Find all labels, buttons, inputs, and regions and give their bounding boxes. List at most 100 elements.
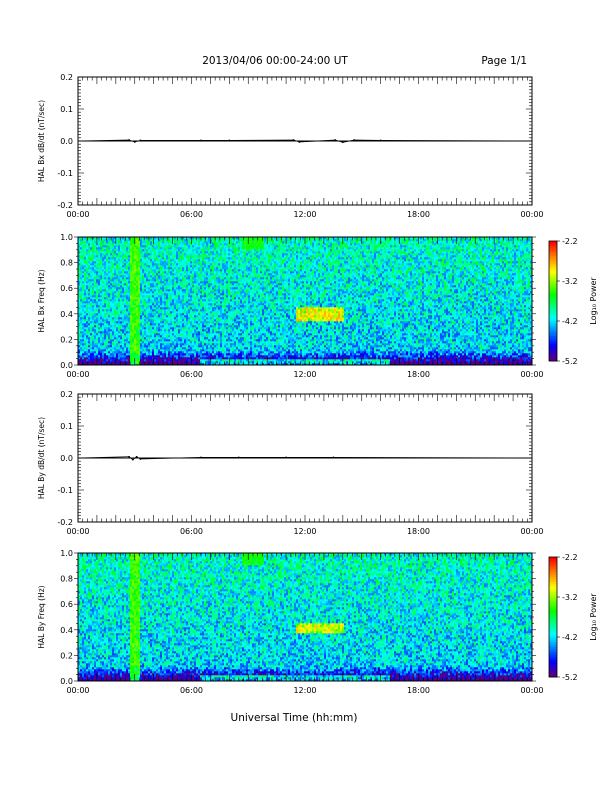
heatmap-cell <box>80 297 83 300</box>
heatmap-cell <box>218 343 221 346</box>
heatmap-cell <box>188 289 191 292</box>
heatmap-cell <box>132 341 135 344</box>
heatmap-cell <box>154 345 157 348</box>
heatmap-cell <box>130 261 133 264</box>
heatmap-cell <box>108 241 111 244</box>
heatmap-cell <box>124 327 127 330</box>
heatmap-cell <box>140 247 143 250</box>
heatmap-cell <box>82 305 85 308</box>
heatmap-cell <box>102 257 105 260</box>
heatmap-cell <box>150 341 153 344</box>
heatmap-cell <box>142 283 145 286</box>
heatmap-cell <box>134 281 137 284</box>
heatmap-cell <box>106 285 109 288</box>
heatmap-cell <box>128 287 131 290</box>
heatmap-cell <box>120 353 123 356</box>
heatmap-cell <box>178 255 181 258</box>
heatmap-cell <box>120 319 123 322</box>
heatmap-cell <box>104 281 107 284</box>
heatmap-cell <box>178 265 181 268</box>
heatmap-cell <box>80 345 83 348</box>
heatmap-cell <box>98 253 101 256</box>
heatmap-cell <box>202 313 205 316</box>
heatmap-cell <box>78 273 81 276</box>
heatmap-cell <box>154 237 157 240</box>
heatmap-cell <box>116 301 119 304</box>
heatmap-cell <box>190 289 193 292</box>
heatmap-cell <box>150 289 153 292</box>
heatmap-cell <box>220 305 223 308</box>
heatmap-cell <box>92 363 95 366</box>
heatmap-cell <box>96 247 99 250</box>
heatmap-cell <box>108 315 111 318</box>
heatmap-cell <box>202 349 205 352</box>
heatmap-cell <box>162 249 165 252</box>
heatmap-cell <box>134 351 137 354</box>
heatmap-cell <box>92 261 95 264</box>
heatmap-cell <box>132 289 135 292</box>
heatmap-cell <box>146 253 149 256</box>
heatmap-cell <box>78 317 81 320</box>
heatmap-cell <box>122 271 125 274</box>
heatmap-cell <box>84 343 87 346</box>
heatmap-cell <box>118 319 121 322</box>
x-tick-label: 00:00 <box>520 210 543 219</box>
heatmap-cell <box>194 283 197 286</box>
heatmap-cell <box>196 297 199 300</box>
heatmap-cell <box>200 257 203 260</box>
heatmap-cell <box>202 263 205 266</box>
heatmap-cell <box>144 249 147 252</box>
heatmap-cell <box>178 241 181 244</box>
heatmap-cell <box>102 341 105 344</box>
heatmap-cell <box>206 249 209 252</box>
heatmap-cell <box>216 321 219 324</box>
heatmap-cell <box>196 261 199 264</box>
heatmap-cell <box>124 293 127 296</box>
heatmap-cell <box>174 307 177 310</box>
heatmap-cell <box>182 273 185 276</box>
heatmap-cell <box>132 315 135 318</box>
heatmap-cell <box>162 359 165 362</box>
heatmap-cell <box>222 309 225 312</box>
heatmap-cell <box>90 255 93 258</box>
heatmap-cell <box>174 259 177 262</box>
heatmap-cell <box>130 257 133 260</box>
heatmap-cell <box>158 331 161 334</box>
heatmap-cell <box>156 309 159 312</box>
heatmap-cell <box>110 277 113 280</box>
heatmap-cell <box>176 349 179 352</box>
heatmap-cell <box>80 237 83 240</box>
heatmap-cell <box>156 243 159 246</box>
heatmap-cell <box>196 355 199 358</box>
heatmap-cell <box>170 353 173 356</box>
heatmap-cell <box>146 343 149 346</box>
heatmap-cell <box>102 281 105 284</box>
heatmap-cell <box>90 251 93 254</box>
heatmap-cell <box>86 313 89 316</box>
heatmap-cell <box>90 243 93 246</box>
heatmap-cell <box>86 331 89 334</box>
heatmap-cell <box>92 265 95 268</box>
heatmap-cell <box>98 237 101 240</box>
heatmap-cell <box>138 363 141 366</box>
heatmap-cell <box>172 361 175 364</box>
heatmap-cell <box>96 319 99 322</box>
heatmap-cell <box>104 351 107 354</box>
heatmap-cell <box>208 323 211 326</box>
heatmap-cell <box>116 325 119 328</box>
heatmap-cell <box>212 241 215 244</box>
heatmap-cell <box>78 341 81 344</box>
heatmap-cell <box>132 307 135 310</box>
heatmap-cell <box>206 321 209 324</box>
heatmap-cell <box>180 289 183 292</box>
heatmap-cell <box>148 317 151 320</box>
heatmap-cell <box>90 269 93 272</box>
heatmap-cell <box>130 353 133 356</box>
heatmap-cell <box>162 319 165 322</box>
heatmap-cell <box>200 291 203 294</box>
heatmap-cell <box>80 261 83 264</box>
heatmap-cell <box>148 265 151 268</box>
heatmap-cell <box>198 267 201 270</box>
heatmap-cell <box>104 299 107 302</box>
heatmap-cell <box>196 333 199 336</box>
